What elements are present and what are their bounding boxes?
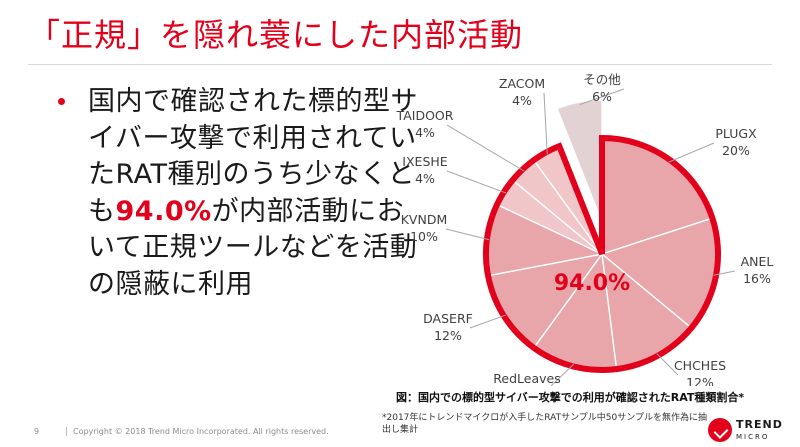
slice-label-5: KVNDM — [401, 212, 448, 227]
copyright: Copyright © 2018 Trend Micro Incorporate… — [66, 427, 329, 436]
slice-value-5: 10% — [410, 229, 438, 244]
leader-line-9 — [579, 88, 625, 106]
leader-line-0 — [668, 142, 715, 163]
trend-micro-logo-icon — [708, 418, 732, 442]
slice-value-9: 6% — [592, 89, 612, 104]
title-divider — [28, 64, 772, 65]
slice-value-7: 4% — [415, 125, 435, 140]
slice-value-6: 4% — [415, 171, 435, 186]
rat-pie-chart: PLUGX 20% ANEL 16% CHCHES 12% RedLeaves 12% DASE… — [396, 72, 774, 386]
logo-line1: TREND — [736, 418, 783, 431]
chart-caption: 図：国内での標的型サイバー攻撃での利用が確認されたRAT種類割合* — [396, 391, 745, 404]
bullet-text-after: が内部活動において正規ツールなどを活動の隠蔽に利用 — [88, 195, 418, 300]
leader-line-2 — [656, 353, 679, 376]
bullet-highlight: 94.0% — [115, 195, 212, 227]
slice-label-1: ANEL — [741, 254, 774, 269]
logo-line2: MICRO — [736, 433, 770, 441]
slice-value-4: 12% — [434, 328, 462, 343]
leader-line-3 — [550, 363, 575, 386]
chart-note: *2017年にトレンドマイクロが入手したRATサンプル中50サンプルを無作為に抽… — [382, 413, 707, 435]
slice-label-3: RedLeaves — [493, 371, 560, 386]
slice-value-2: 12% — [686, 375, 714, 386]
bullet-icon — [58, 98, 65, 105]
slice-label-6: IXESHE — [402, 154, 447, 169]
bullet-text-before: 国内で確認された標的型サイバー攻撃で利用されていたRAT種別のうち少なくとも — [88, 86, 418, 227]
slice-label-4: DASERF — [423, 311, 473, 326]
leader-line-1 — [713, 270, 736, 276]
leader-line-4 — [469, 314, 507, 329]
trend-micro-logo: TREND MICRO — [708, 418, 798, 444]
slide-title: 「正規」を隠れ蓑にした内部活動 — [28, 16, 524, 54]
slice-value-1: 16% — [743, 271, 771, 286]
center-percent-label: 94.0% — [554, 271, 630, 296]
leader-line-5 — [445, 228, 490, 241]
slice-label-9: その他 — [583, 72, 621, 87]
bullet-text: 国内で確認された標的型サイバー攻撃で利用されていたRAT種別のうち少なくとも94… — [88, 84, 428, 304]
slice-label-2: CHCHES — [674, 358, 726, 373]
slice-label-8: ZACOM — [499, 76, 545, 91]
slice-label-0: PLUGX — [715, 126, 757, 141]
leader-line-7 — [446, 124, 525, 172]
slice-value-0: 20% — [722, 143, 750, 158]
pie-slice-9 — [556, 99, 603, 223]
page-number: 9 — [34, 427, 40, 436]
slice-label-7: TAIDOOR — [396, 108, 454, 123]
leader-line-8 — [543, 92, 548, 155]
logo-wordmark: TREND MICRO — [736, 419, 783, 443]
slice-value-8: 4% — [512, 93, 532, 108]
leader-line-6 — [446, 170, 507, 194]
highlight-outline — [483, 134, 721, 373]
